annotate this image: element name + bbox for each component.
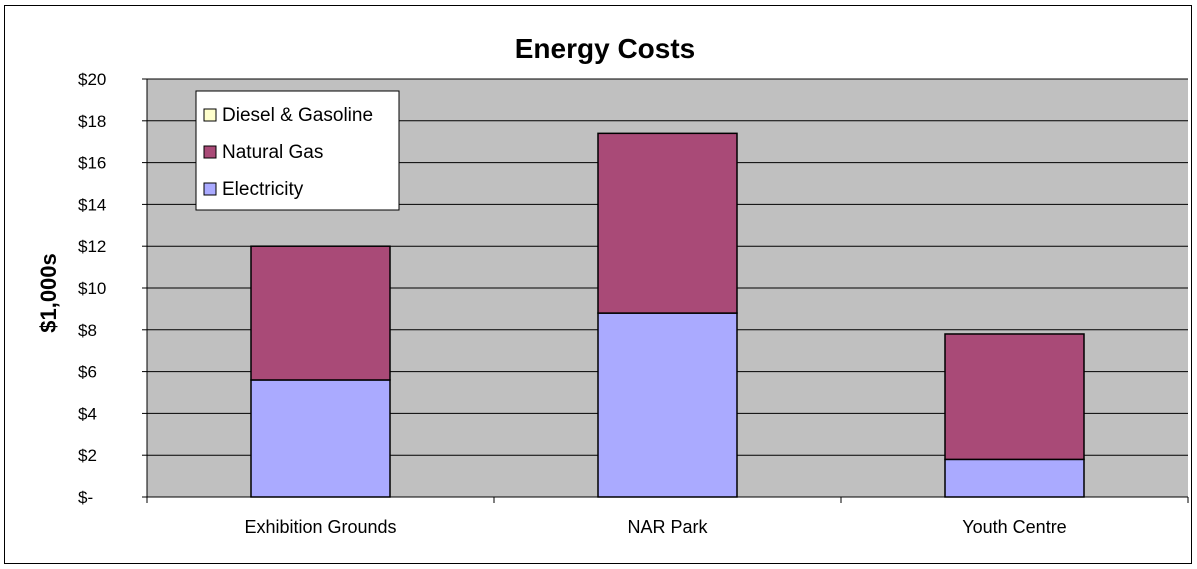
bar-electricity	[250, 379, 391, 498]
bar-electricity	[597, 312, 738, 498]
energy-costs-chart: Energy Costs $1,000s $- $2 $4 $6 $8 $10 $12 $14…	[36, 33, 1189, 537]
y-tick-label: $4	[78, 404, 97, 423]
x-category-label: Exhibition Grounds	[244, 517, 396, 537]
y-tick-label: $12	[78, 237, 106, 256]
y-tick-label: $-	[78, 488, 93, 507]
legend-swatch	[203, 108, 217, 122]
legend-label: Electricity	[222, 179, 304, 200]
y-tick-label: $18	[78, 112, 106, 131]
y-axis-label: $1,000s	[36, 253, 61, 333]
legend-swatch	[203, 182, 217, 196]
legend-box	[195, 90, 400, 211]
x-category-label: Youth Centre	[962, 517, 1066, 537]
y-tick-label: $2	[78, 446, 97, 465]
y-tick-label: $10	[78, 279, 106, 298]
legend-swatch	[203, 145, 217, 159]
y-tick-label: $6	[78, 363, 97, 382]
chart-frame: Energy Costs $1,000s $- $2 $4 $6 $8 $10 $12 $14…	[4, 5, 1192, 564]
bar-natural-gas	[944, 333, 1085, 461]
legend: Diesel & Gasoline Natural Gas Electricity	[195, 90, 400, 211]
bar-natural-gas	[597, 132, 738, 314]
y-tick-label: $8	[78, 321, 97, 340]
plot-area: $- $2 $4 $6 $8 $10 $12 $14 $16 $18 $20 Exhibition G…	[78, 70, 1189, 537]
bar-natural-gas	[250, 245, 391, 381]
y-tick-label: $20	[78, 70, 106, 89]
legend-label: Diesel & Gasoline	[222, 105, 373, 126]
bar-electricity	[944, 458, 1085, 498]
y-tick-label: $16	[78, 154, 106, 173]
y-tick-label: $14	[78, 195, 106, 214]
chart-title: Energy Costs	[515, 33, 696, 64]
x-category-label: NAR Park	[627, 517, 708, 537]
legend-label: Natural Gas	[222, 142, 323, 163]
